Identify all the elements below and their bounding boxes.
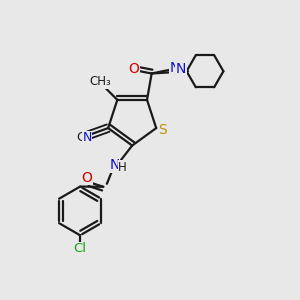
Text: N: N (169, 61, 180, 75)
Text: S: S (158, 123, 167, 136)
Text: N: N (82, 131, 92, 144)
Text: Cl: Cl (74, 242, 87, 255)
Text: CH₃: CH₃ (89, 75, 111, 88)
Text: O: O (81, 171, 92, 184)
Text: N: N (176, 62, 186, 76)
Text: N: N (109, 158, 120, 172)
Text: O: O (129, 62, 140, 76)
Text: H: H (118, 161, 127, 174)
Text: C: C (76, 131, 85, 144)
